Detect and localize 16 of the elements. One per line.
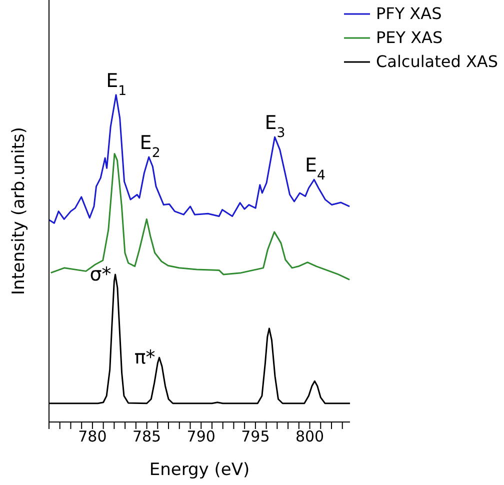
x-tick-label: 780 [78, 428, 107, 446]
x-axis-title: Energy (eV) [149, 460, 250, 480]
legend-label: PEY XAS [376, 27, 443, 49]
annotation: E$_{1}$ [106, 70, 127, 98]
annotation: E$_{4}$ [304, 154, 326, 184]
annotation: E$_{2}$ [140, 132, 160, 161]
x-tick-label: 785 [132, 428, 162, 446]
annotation: E$_{3}$ [264, 112, 286, 141]
x-tick-label: 795 [241, 428, 270, 446]
legend-label: Calculated XAS [376, 51, 498, 73]
legend-label: PFY XAS [376, 3, 442, 25]
y-axis-title: Intensity (arb.units) [9, 126, 30, 296]
annotation: π* [134, 346, 156, 369]
x-tick-label: 800 [295, 428, 324, 446]
x-tick-label: 790 [186, 428, 216, 446]
annotation: σ* [90, 263, 112, 286]
